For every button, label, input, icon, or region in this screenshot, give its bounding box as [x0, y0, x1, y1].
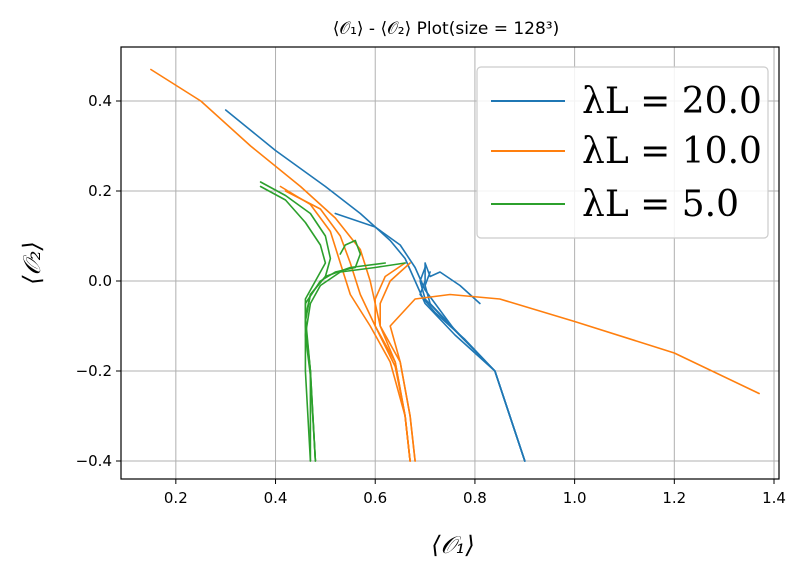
x-tick-label: 1.0	[563, 489, 587, 507]
series-line	[224, 109, 526, 462]
series-line	[284, 190, 411, 462]
legend: λL = 20.0 λL = 10.0 λL = 5.0	[476, 66, 769, 239]
x-tick-label: 0.4	[264, 489, 288, 507]
x-axis: 0.2 0.4 0.6 0.8 1.0 1.2 1.4	[164, 479, 786, 507]
x-tick-label: 1.2	[662, 489, 686, 507]
series-line	[379, 262, 411, 462]
y-tick-label: −0.2	[76, 362, 112, 380]
x-tick-label: 0.2	[164, 489, 188, 507]
series-line	[424, 271, 526, 462]
x-tick-label: 0.8	[463, 489, 487, 507]
series-line	[279, 185, 411, 462]
y-tick-label: 0.4	[88, 92, 112, 110]
series-line	[304, 262, 386, 462]
legend-label: λL = 5.0	[582, 184, 739, 225]
series-line	[259, 181, 332, 462]
series-line	[259, 185, 327, 462]
series-layer	[150, 68, 760, 462]
series-2	[150, 68, 760, 462]
series-line	[374, 262, 411, 462]
series-line	[389, 293, 760, 462]
legend-box	[476, 66, 769, 239]
x-tick-label: 1.4	[762, 489, 786, 507]
legend-label: λL = 10.0	[582, 131, 762, 172]
chart-title: ⟨𝒪₁⟩ - ⟨𝒪₂⟩ Plot(size = 128³)	[333, 19, 560, 39]
series-line	[334, 212, 526, 462]
series-3	[259, 181, 406, 462]
x-tick-label: 0.6	[363, 489, 387, 507]
legend-label: λL = 20.0	[582, 81, 762, 122]
y-tick-label: −0.4	[76, 452, 112, 470]
y-tick-label: 0.0	[88, 272, 112, 290]
x-axis-label: ⟨𝒪₁⟩	[431, 531, 474, 559]
y-tick-label: 0.2	[88, 182, 112, 200]
series-line	[419, 262, 526, 462]
y-axis: −0.4 −0.2 0.0 0.2 0.4	[76, 92, 121, 470]
y-axis-label: ⟨𝒪₂⟩	[18, 241, 46, 284]
series-1	[224, 109, 526, 462]
plot-frame	[120, 46, 780, 480]
